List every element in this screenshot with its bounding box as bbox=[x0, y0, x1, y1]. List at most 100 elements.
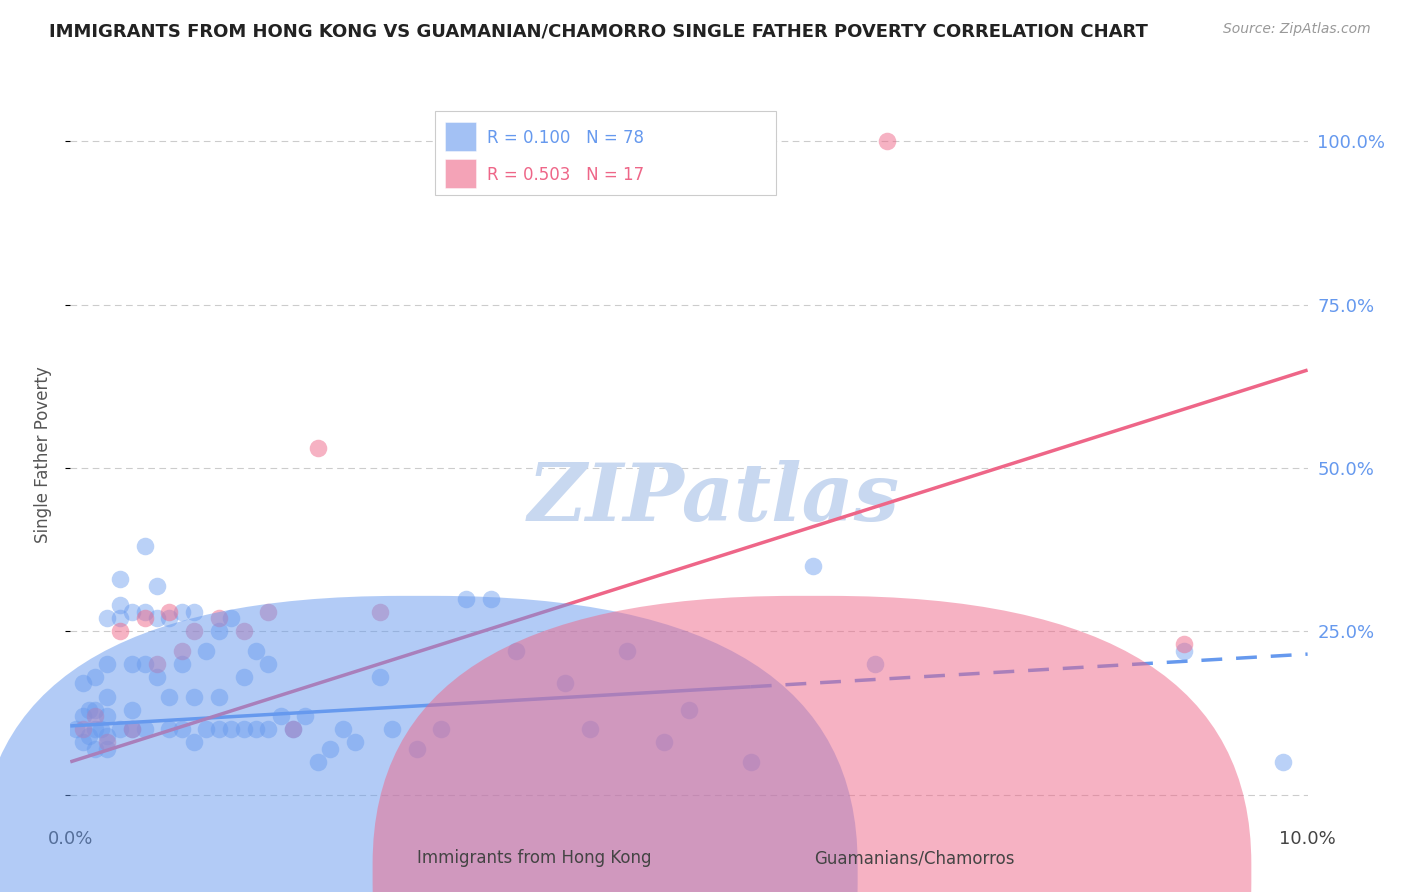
Point bbox=[96, 690, 118, 704]
Text: R = 0.503   N = 17: R = 0.503 N = 17 bbox=[488, 166, 644, 184]
Text: ZIPatlas: ZIPatlas bbox=[527, 460, 900, 538]
Point bbox=[257, 657, 280, 671]
Point bbox=[84, 709, 107, 723]
Point bbox=[96, 735, 118, 749]
Point bbox=[554, 676, 576, 690]
Point bbox=[245, 644, 267, 658]
Text: Guamanians/Chamorros: Guamanians/Chamorros bbox=[814, 849, 1014, 867]
Point bbox=[157, 690, 180, 704]
Point bbox=[121, 723, 143, 737]
Point bbox=[863, 657, 886, 671]
Point bbox=[1173, 644, 1195, 658]
Point bbox=[96, 709, 118, 723]
Point bbox=[405, 741, 427, 756]
Point bbox=[108, 723, 131, 737]
Point bbox=[157, 723, 180, 737]
Point bbox=[456, 591, 478, 606]
Point bbox=[121, 703, 143, 717]
Point bbox=[307, 755, 329, 769]
Point bbox=[134, 611, 156, 625]
Point bbox=[121, 657, 143, 671]
Point bbox=[281, 723, 304, 737]
Point bbox=[108, 624, 131, 639]
Point bbox=[281, 723, 304, 737]
Point bbox=[219, 611, 242, 625]
Point bbox=[90, 723, 112, 737]
Point bbox=[134, 605, 156, 619]
FancyBboxPatch shape bbox=[436, 112, 776, 195]
Point bbox=[1271, 755, 1294, 769]
Point bbox=[96, 611, 118, 625]
Point bbox=[183, 735, 205, 749]
Point bbox=[332, 723, 354, 737]
Point bbox=[72, 676, 94, 690]
Point bbox=[84, 670, 107, 684]
Text: Immigrants from Hong Kong: Immigrants from Hong Kong bbox=[418, 849, 651, 867]
Point bbox=[157, 605, 180, 619]
Point bbox=[195, 723, 218, 737]
Point bbox=[740, 755, 762, 769]
Point bbox=[72, 709, 94, 723]
Text: Source: ZipAtlas.com: Source: ZipAtlas.com bbox=[1223, 22, 1371, 37]
Point bbox=[368, 605, 391, 619]
Point bbox=[121, 605, 143, 619]
Point bbox=[146, 611, 169, 625]
FancyBboxPatch shape bbox=[446, 122, 477, 152]
Point bbox=[294, 709, 316, 723]
Point bbox=[183, 624, 205, 639]
Point bbox=[208, 690, 231, 704]
Text: R = 0.100   N = 78: R = 0.100 N = 78 bbox=[488, 129, 644, 147]
Point bbox=[381, 723, 404, 737]
Point bbox=[183, 690, 205, 704]
Point bbox=[219, 723, 242, 737]
Point bbox=[257, 723, 280, 737]
Point bbox=[678, 703, 700, 717]
Point bbox=[343, 735, 366, 749]
Point bbox=[146, 578, 169, 592]
FancyBboxPatch shape bbox=[446, 159, 477, 188]
Point bbox=[257, 605, 280, 619]
Point bbox=[134, 723, 156, 737]
Point bbox=[77, 703, 100, 717]
Point bbox=[170, 605, 193, 619]
Point bbox=[170, 723, 193, 737]
Point bbox=[134, 657, 156, 671]
Point bbox=[65, 723, 87, 737]
Point bbox=[108, 572, 131, 586]
Point bbox=[801, 558, 824, 573]
Point bbox=[232, 723, 254, 737]
Point bbox=[170, 657, 193, 671]
Point bbox=[96, 657, 118, 671]
Text: IMMIGRANTS FROM HONG KONG VS GUAMANIAN/CHAMORRO SINGLE FATHER POVERTY CORRELATIO: IMMIGRANTS FROM HONG KONG VS GUAMANIAN/C… bbox=[49, 22, 1149, 40]
Point bbox=[270, 709, 292, 723]
Point bbox=[170, 644, 193, 658]
Point bbox=[479, 591, 502, 606]
Point bbox=[72, 723, 94, 737]
Point bbox=[652, 735, 675, 749]
Point bbox=[121, 723, 143, 737]
Point bbox=[195, 644, 218, 658]
Point bbox=[232, 670, 254, 684]
Point bbox=[208, 611, 231, 625]
Point bbox=[876, 135, 898, 149]
Point bbox=[96, 741, 118, 756]
Point bbox=[307, 442, 329, 456]
Point bbox=[245, 723, 267, 737]
Point bbox=[1173, 637, 1195, 651]
Point bbox=[157, 611, 180, 625]
Point bbox=[208, 624, 231, 639]
Point bbox=[232, 624, 254, 639]
Y-axis label: Single Father Poverty: Single Father Poverty bbox=[34, 367, 52, 543]
Point bbox=[183, 605, 205, 619]
Point bbox=[84, 741, 107, 756]
Point bbox=[134, 539, 156, 553]
Point bbox=[616, 644, 638, 658]
Point bbox=[84, 723, 107, 737]
Point bbox=[368, 670, 391, 684]
Point bbox=[72, 735, 94, 749]
Point bbox=[96, 729, 118, 743]
Point bbox=[146, 657, 169, 671]
Point bbox=[430, 723, 453, 737]
Point bbox=[579, 723, 602, 737]
Point bbox=[77, 729, 100, 743]
